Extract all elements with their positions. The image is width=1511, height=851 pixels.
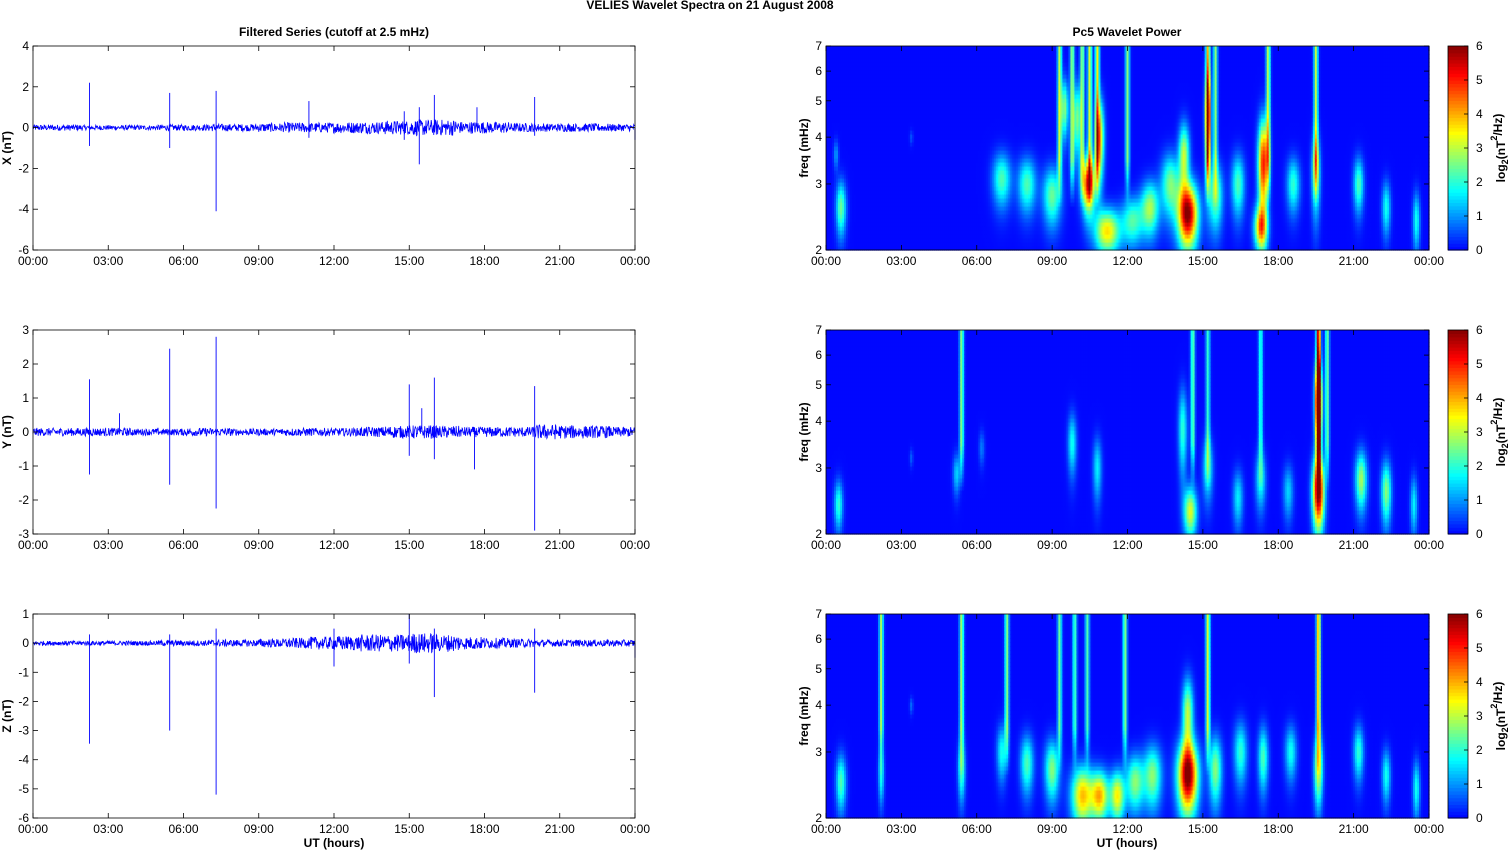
xtick-label: 03:00 xyxy=(93,254,123,268)
xtick-label: 18:00 xyxy=(469,538,499,552)
xtick-label: 15:00 xyxy=(394,822,424,836)
ytick-label: 1 xyxy=(22,607,29,621)
right-column-title: Pc5 Wavelet Power xyxy=(1073,25,1182,39)
xtick-label: 00:00 xyxy=(620,254,650,268)
ytick-label: 1 xyxy=(22,391,29,405)
ylabel: Z (nT) xyxy=(0,699,14,732)
xtick-label: 00:00 xyxy=(18,254,48,268)
right-xlabel: UT (hours) xyxy=(1097,836,1158,850)
xtick-label: 12:00 xyxy=(319,254,349,268)
xtick-label: 21:00 xyxy=(545,822,575,836)
xtick-label: 18:00 xyxy=(469,254,499,268)
xtick-label: 06:00 xyxy=(168,254,198,268)
ytick-label: 3 xyxy=(22,323,29,337)
xtick-label: 18:00 xyxy=(469,822,499,836)
xtick-label: 06:00 xyxy=(168,822,198,836)
xtick-label: 00:00 xyxy=(620,822,650,836)
left-column-title: Filtered Series (cutoff at 2.5 mHz) xyxy=(239,25,429,39)
xtick-label: 09:00 xyxy=(244,822,274,836)
xtick-label: 03:00 xyxy=(93,538,123,552)
xtick-label: 12:00 xyxy=(319,538,349,552)
ytick-label: 0 xyxy=(22,636,29,650)
xtick-label: 15:00 xyxy=(394,254,424,268)
xtick-label: 15:00 xyxy=(394,538,424,552)
xtick-label: 06:00 xyxy=(168,538,198,552)
figure-title: VELIES Wavelet Spectra on 21 August 2008 xyxy=(586,0,834,12)
ytick-label: -2 xyxy=(18,694,29,708)
ytick-label: 4 xyxy=(22,39,29,53)
ytick-label: -2 xyxy=(18,161,29,175)
xtick-label: 21:00 xyxy=(545,254,575,268)
xtick-label: 00:00 xyxy=(18,822,48,836)
xtick-label: 03:00 xyxy=(93,822,123,836)
xtick-label: 00:00 xyxy=(620,538,650,552)
xtick-label: 09:00 xyxy=(244,538,274,552)
xtick-label: 00:00 xyxy=(18,538,48,552)
ytick-label: 2 xyxy=(22,357,29,371)
ytick-label: -3 xyxy=(18,724,29,738)
ytick-label: -2 xyxy=(18,493,29,507)
xtick-label: 09:00 xyxy=(244,254,274,268)
ylabel: Y (nT) xyxy=(0,415,14,449)
ylabel: X (nT) xyxy=(0,131,14,165)
ytick-label: 0 xyxy=(22,425,29,439)
xtick-label: 21:00 xyxy=(545,538,575,552)
plot-area xyxy=(33,46,635,250)
xtick-label: 12:00 xyxy=(319,822,349,836)
ytick-label: -5 xyxy=(18,782,29,796)
ytick-label: -4 xyxy=(18,202,29,216)
ytick-label: 2 xyxy=(22,80,29,94)
ytick-label: -4 xyxy=(18,753,29,767)
ytick-label: 0 xyxy=(22,121,29,135)
ytick-label: -1 xyxy=(18,459,29,473)
left-xlabel: UT (hours) xyxy=(304,836,365,850)
ytick-label: -1 xyxy=(18,665,29,679)
